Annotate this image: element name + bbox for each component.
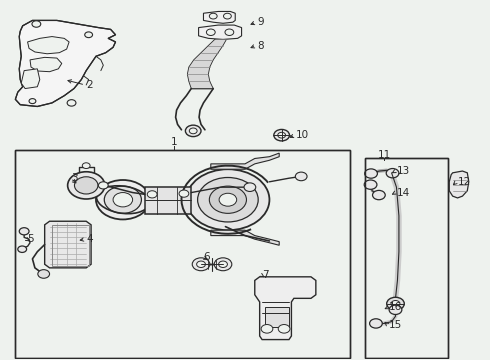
Bar [145, 187, 191, 214]
Polygon shape [198, 25, 242, 40]
Text: 14: 14 [396, 188, 410, 198]
Circle shape [369, 319, 382, 328]
Circle shape [189, 128, 197, 134]
Circle shape [68, 172, 105, 199]
Circle shape [67, 100, 76, 106]
Polygon shape [211, 230, 279, 245]
Circle shape [38, 270, 49, 278]
Text: 1: 1 [171, 138, 177, 147]
Text: 12: 12 [458, 177, 471, 187]
Circle shape [96, 180, 150, 220]
Circle shape [185, 125, 201, 136]
Text: 2: 2 [86, 80, 93, 90]
Bar [15, 149, 350, 357]
Circle shape [85, 32, 93, 38]
Bar [365, 158, 448, 357]
Text: 10: 10 [296, 130, 309, 140]
Circle shape [29, 99, 36, 104]
Circle shape [197, 177, 258, 222]
Circle shape [179, 190, 189, 197]
Polygon shape [211, 153, 279, 169]
Circle shape [274, 130, 290, 141]
Circle shape [364, 180, 377, 189]
Text: 15: 15 [389, 320, 402, 330]
Circle shape [209, 13, 217, 19]
Circle shape [219, 261, 227, 267]
Bar [265, 307, 289, 327]
Bar [52, 225, 89, 266]
Circle shape [147, 191, 157, 198]
Circle shape [244, 183, 256, 192]
Text: 9: 9 [257, 17, 264, 27]
Circle shape [278, 324, 290, 333]
Text: 13: 13 [396, 166, 410, 176]
Polygon shape [255, 277, 316, 339]
Text: 3: 3 [72, 173, 78, 183]
Circle shape [113, 193, 133, 207]
Circle shape [186, 169, 270, 230]
Text: 7: 7 [262, 270, 269, 280]
Text: 6: 6 [203, 252, 210, 262]
Circle shape [82, 163, 90, 168]
Circle shape [209, 186, 246, 213]
Circle shape [261, 324, 273, 333]
Circle shape [365, 169, 377, 178]
Bar [365, 158, 448, 357]
Circle shape [387, 297, 404, 310]
Circle shape [389, 305, 402, 315]
Circle shape [223, 13, 231, 19]
Text: 5: 5 [27, 234, 34, 244]
Polygon shape [15, 21, 116, 107]
Bar [15, 149, 350, 357]
Polygon shape [449, 171, 469, 198]
Text: 16: 16 [389, 302, 402, 312]
Circle shape [206, 29, 215, 36]
Circle shape [295, 172, 307, 181]
Circle shape [219, 193, 237, 206]
Polygon shape [27, 37, 69, 54]
Circle shape [386, 168, 399, 178]
Circle shape [74, 177, 98, 194]
Circle shape [391, 301, 400, 307]
Circle shape [278, 132, 286, 138]
Circle shape [98, 182, 108, 189]
Circle shape [225, 29, 234, 36]
Polygon shape [203, 12, 235, 23]
Circle shape [214, 258, 232, 271]
Text: 8: 8 [257, 41, 264, 50]
Circle shape [32, 21, 41, 27]
Circle shape [192, 258, 210, 271]
Circle shape [19, 228, 29, 235]
Text: 4: 4 [86, 234, 93, 244]
Polygon shape [30, 57, 62, 72]
Polygon shape [187, 40, 226, 89]
Circle shape [196, 261, 205, 267]
Circle shape [372, 190, 385, 200]
Polygon shape [21, 69, 40, 89]
Text: 11: 11 [378, 150, 391, 160]
Circle shape [18, 246, 26, 252]
Polygon shape [45, 221, 91, 268]
Circle shape [104, 186, 142, 213]
